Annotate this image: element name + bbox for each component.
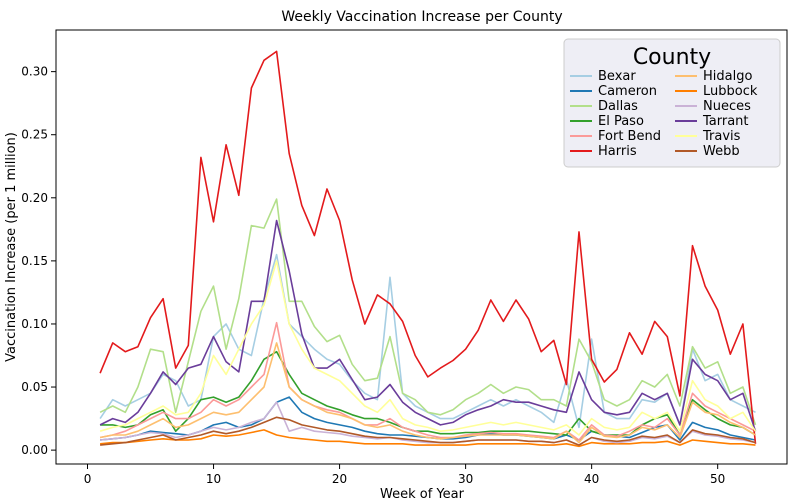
- plot-frame: [55, 29, 788, 465]
- y-tick-label: 0.15: [21, 254, 48, 268]
- series-line-nueces: [100, 401, 756, 446]
- x-tick-label: 10: [206, 472, 221, 486]
- chart-title: Weekly Vaccination Increase per County: [281, 9, 562, 25]
- series-line-fort-bend: [99, 321, 756, 441]
- legend-label: Travis: [702, 129, 741, 144]
- legend-label: Dallas: [598, 99, 638, 114]
- plot-area: [99, 50, 757, 448]
- y-tick-label: 0.25: [21, 128, 48, 142]
- legend-label: Nueces: [703, 99, 751, 114]
- legend-label: Tarrant: [702, 114, 749, 129]
- legend-label: Hidalgo: [703, 69, 752, 84]
- x-axis: 0 10 20 30 40 50: [84, 464, 725, 486]
- y-tick-label: 0.30: [21, 65, 48, 79]
- legend-label: Bexar: [598, 69, 636, 84]
- legend-label: Cameron: [598, 84, 657, 99]
- series-line-tarrant: [99, 219, 757, 432]
- y-tick-label: 0.20: [21, 191, 48, 205]
- x-tick-label: 30: [458, 472, 473, 486]
- legend-label: Lubbock: [703, 84, 758, 99]
- legend-label: Harris: [598, 144, 637, 159]
- x-axis-label: Week of Year: [380, 487, 465, 502]
- series-line-dallas: [99, 198, 757, 426]
- x-tick-label: 40: [584, 472, 599, 486]
- legend-title: County: [633, 45, 711, 70]
- y-tick-label: 0.00: [21, 443, 48, 457]
- series-line-hidalgo: [99, 342, 756, 444]
- legend-label: Webb: [703, 144, 740, 159]
- y-tick-label: 0.10: [21, 317, 48, 331]
- series-line-harris: [99, 50, 757, 444]
- x-tick-label: 0: [84, 472, 92, 486]
- series-line-el-paso: [100, 350, 756, 436]
- y-axis: 0.00 0.05 0.10 0.15 0.20 0.25 0.30: [21, 65, 56, 457]
- series-line-webb: [100, 416, 756, 446]
- x-tick-label: 20: [332, 472, 347, 486]
- legend-label: El Paso: [598, 114, 644, 129]
- x-tick-label: 50: [710, 472, 725, 486]
- series-line-lubbock: [100, 429, 756, 448]
- y-axis-label: Vaccination Increase (per 1 million): [4, 132, 19, 362]
- y-tick-label: 0.05: [21, 380, 48, 394]
- legend-box: [563, 38, 781, 168]
- series-line-travis: [99, 260, 757, 436]
- legend-label: Fort Bend: [598, 129, 661, 144]
